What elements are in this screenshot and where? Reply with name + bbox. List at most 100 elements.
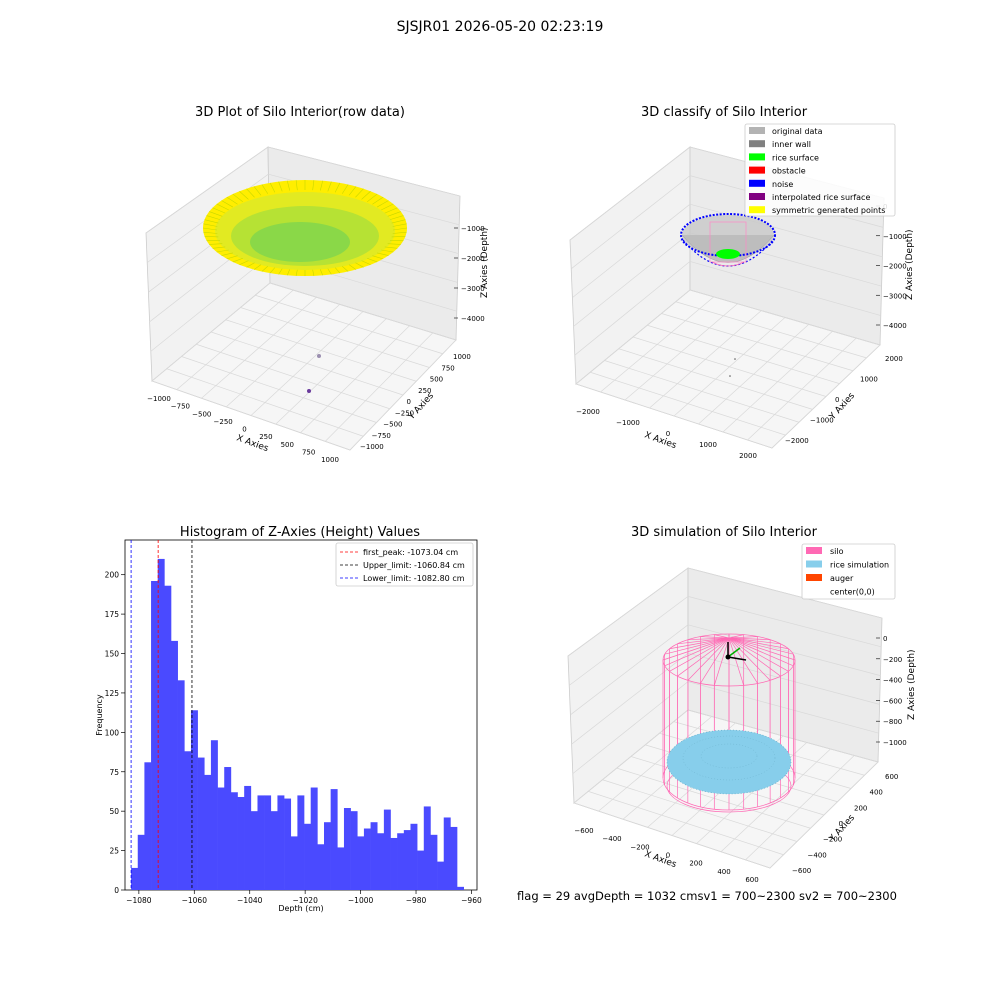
cloud-streak: [312, 269, 315, 276]
legend-label: inner wall: [772, 140, 811, 149]
histogram-bar: [390, 837, 398, 890]
silo-roof-line: [728, 634, 744, 639]
grid-line: [145, 146, 269, 234]
histogram-bar: [363, 828, 371, 890]
grid-line: [267, 146, 461, 197]
histogram-bar: [177, 680, 185, 890]
y-tick-label: −750: [372, 432, 391, 440]
histogram-bar: [171, 640, 178, 890]
silo-roof-line: [677, 637, 730, 645]
silo-roof-line: [714, 634, 730, 639]
y-tick-label: −2000: [785, 437, 809, 445]
y-tick-label: −1000: [810, 417, 834, 425]
cloud-streak: [212, 207, 226, 214]
legend-label: center(0,0): [830, 588, 875, 597]
grid-line: [687, 567, 883, 619]
cloud-streak: [216, 249, 229, 253]
cloud-streak: [203, 223, 218, 227]
silo-roof-line: [687, 637, 730, 641]
y-tick-label: 750: [441, 364, 454, 372]
grid-line: [745, 755, 855, 861]
x-tick-label: −250: [214, 418, 233, 426]
legend-label: rice simulation: [830, 561, 889, 570]
grid-line: [698, 324, 809, 425]
x-tick-label: 400: [717, 868, 730, 876]
z-tick-label: −4000: [461, 315, 485, 323]
x-tick-label: −980: [406, 896, 427, 905]
panel-classify-zlabel: Z Axies (Depth): [905, 229, 915, 300]
histogram-bar: [337, 847, 345, 890]
cloud-streak: [261, 184, 269, 194]
grid-line: [747, 337, 857, 441]
histogram-bar: [443, 817, 451, 890]
cloud-streak: [269, 182, 276, 193]
cloud-streak: [355, 188, 364, 198]
cloud-streak: [204, 219, 219, 224]
y-tick-label: 500: [430, 376, 443, 384]
histogram-bar: [250, 811, 258, 890]
histogram-xlabel: Depth (cm): [278, 904, 323, 913]
grid-line: [573, 709, 689, 804]
histogram-bar: [397, 833, 405, 890]
panel-raw-z-ticks: −1000 −2000 −3000 −4000: [454, 225, 485, 323]
figure-suptitle: SJSJR01 2026-05-20 02:23:19: [397, 19, 604, 35]
cloud-streak: [372, 255, 384, 260]
z-tick-label: −600: [883, 697, 902, 705]
histogram-bar: [284, 798, 292, 890]
histogram-bar: [417, 850, 425, 890]
cloud-streak: [226, 196, 238, 205]
x-tick-label: −1000: [147, 395, 171, 403]
histogram-y-ticks: 0 25 50 75 100 125 150 175 200: [105, 571, 125, 895]
y-tick-label: −600: [792, 867, 811, 875]
histogram-bar: [457, 886, 464, 890]
z-tick-label: −200: [883, 656, 902, 664]
grid-line: [632, 336, 827, 397]
grid-line: [687, 652, 880, 705]
panel-sim-title: 3D simulation of Silo Interior: [631, 525, 818, 540]
cloud-streak: [226, 255, 238, 260]
z-tick-label: 0: [883, 635, 887, 643]
cloud-streak: [361, 191, 371, 200]
histogram-bar: [430, 834, 438, 890]
panel-classify-title: 3D classify of Silo Interior: [641, 105, 808, 120]
legend-label: auger: [830, 574, 854, 583]
panel-raw-y-ticks: −1000 −750 −500 −250 0 250 500 750 1000: [360, 353, 471, 451]
grid-line: [572, 203, 691, 298]
panel-sim-x-ticks: −600 −400 −200 0 200 400 600: [574, 827, 758, 884]
x-tick-label: 600: [745, 876, 758, 884]
silo-roof-line: [687, 637, 730, 681]
panel-classify-point-cloud: [680, 213, 776, 267]
histogram-bar: [224, 767, 232, 890]
cloud-streak: [355, 262, 364, 268]
histogram-bar: [210, 740, 218, 890]
cloud-streak: [246, 262, 255, 268]
histogram-bar: [330, 789, 338, 890]
grid-line: [687, 596, 882, 648]
grid-line: [150, 255, 270, 352]
silo-roof-line: [664, 637, 730, 655]
z-tick-label: −800: [883, 718, 902, 726]
legend-label: symmetric generated points: [772, 206, 885, 215]
grid-line: [225, 319, 417, 382]
legend-swatch: [749, 140, 765, 148]
grid-line: [722, 330, 833, 433]
z-tick-label: −1000: [883, 233, 907, 241]
x-tick-label: 2000: [739, 452, 757, 460]
legend-label: noise: [772, 180, 793, 189]
cloud-streak: [232, 193, 243, 202]
y-tick-label: 400: [870, 789, 883, 797]
z-tick-label: −3000: [461, 285, 485, 293]
panel-classify-noise-point: [734, 358, 736, 360]
cloud-streak: [209, 243, 223, 245]
cloud-streak: [295, 180, 298, 191]
silo-roof-line: [728, 637, 796, 661]
grid-line: [572, 681, 689, 774]
y-tick-label: −400: [808, 851, 827, 859]
histogram-bar: [297, 795, 305, 890]
cloud-streak: [278, 181, 283, 192]
x-tick-label: −750: [171, 403, 190, 411]
histogram-bar: [131, 867, 139, 890]
x-tick-label: −1020: [292, 896, 318, 905]
histogram-bar: [357, 836, 365, 890]
grid-line: [689, 203, 883, 258]
